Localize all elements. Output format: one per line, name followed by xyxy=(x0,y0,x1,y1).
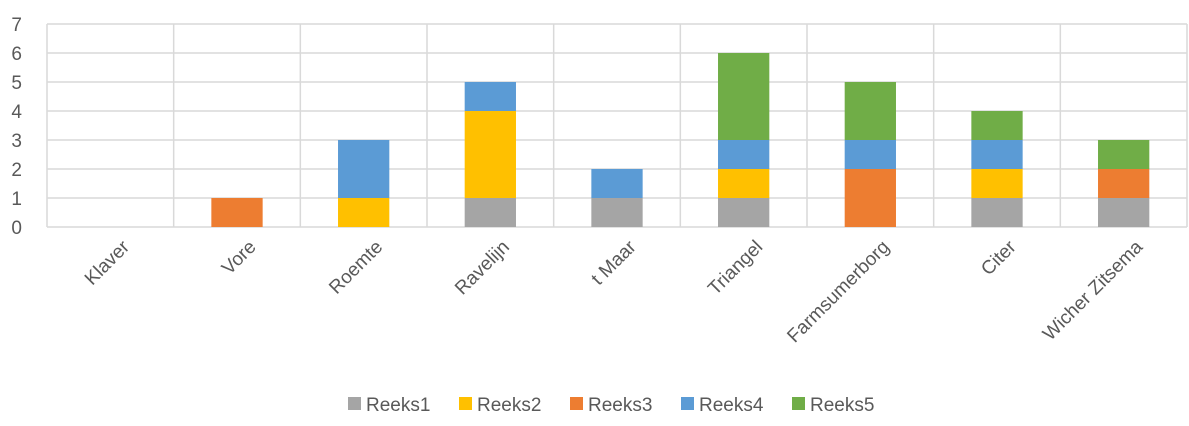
legend-label: Reeks1 xyxy=(366,395,430,416)
y-tick-label: 6 xyxy=(11,44,22,65)
legend-label: Reeks2 xyxy=(477,395,541,416)
x-category-label: Vore xyxy=(218,237,260,279)
legend-swatch-reeks4 xyxy=(681,397,694,410)
y-tick-label: 3 xyxy=(11,131,22,152)
legend: Reeks1 Reeks2 Reeks3 Reeks4 Reeks5 xyxy=(348,395,874,416)
x-category-label: Farmsumerborg xyxy=(783,237,893,347)
bar-segment-reeks3 xyxy=(1098,169,1150,198)
bar-segment-reeks2 xyxy=(971,169,1023,198)
bar-segment-reeks3 xyxy=(844,169,896,227)
x-category-label: Klaver xyxy=(81,236,134,289)
bar-segment-reeks4 xyxy=(464,82,516,111)
bar-segment-reeks1 xyxy=(1098,198,1150,227)
x-category-label: Ravelijn xyxy=(451,237,514,300)
legend-swatch-reeks1 xyxy=(348,397,361,410)
bar-segment-reeks4 xyxy=(338,140,390,198)
bar-segment-reeks5 xyxy=(1098,140,1150,169)
legend-swatch-reeks3 xyxy=(570,397,583,410)
legend-label: Reeks5 xyxy=(810,395,874,416)
x-category-label: Triangel xyxy=(704,237,767,300)
gridlines xyxy=(46,23,1188,228)
bar-segment-reeks1 xyxy=(718,198,770,227)
x-axis-categories: Klaver Vore Roemte Ravelijn t Maar Triangel Fa… xyxy=(81,236,1148,347)
bar-segment-reeks4 xyxy=(591,169,643,198)
bar-segment-reeks4 xyxy=(844,140,896,169)
x-category-label: Citer xyxy=(977,236,1021,280)
bar-segment-reeks4 xyxy=(718,140,770,169)
y-tick-label: 2 xyxy=(11,160,22,181)
y-tick-label: 4 xyxy=(11,102,22,123)
bar-segment-reeks2 xyxy=(338,198,390,227)
bar-segment-reeks5 xyxy=(718,53,770,140)
bars xyxy=(211,53,1150,227)
bar-segment-reeks1 xyxy=(591,198,643,227)
y-axis-ticks: 0 1 2 3 4 5 6 7 xyxy=(11,15,22,239)
bar-segment-reeks5 xyxy=(844,82,896,140)
bar-segment-reeks4 xyxy=(971,140,1023,169)
bar-segment-reeks2 xyxy=(464,111,516,198)
x-category-label: Wicher Zitsema xyxy=(1039,236,1147,344)
x-category-label: t Maar xyxy=(588,236,641,289)
bar-segment-reeks3 xyxy=(211,198,263,227)
x-category-label: Roemte xyxy=(325,237,387,299)
legend-swatch-reeks5 xyxy=(792,397,805,410)
y-tick-label: 1 xyxy=(11,189,22,210)
bar-segment-reeks1 xyxy=(464,198,516,227)
bar-segment-reeks2 xyxy=(718,169,770,198)
legend-label: Reeks3 xyxy=(588,395,652,416)
bar-segment-reeks5 xyxy=(971,111,1023,140)
y-tick-label: 5 xyxy=(11,73,22,94)
legend-label: Reeks4 xyxy=(699,395,764,416)
y-tick-label: 0 xyxy=(11,218,22,239)
legend-swatch-reeks2 xyxy=(459,397,472,410)
bar-segment-reeks1 xyxy=(971,198,1023,227)
y-tick-label: 7 xyxy=(11,15,22,36)
